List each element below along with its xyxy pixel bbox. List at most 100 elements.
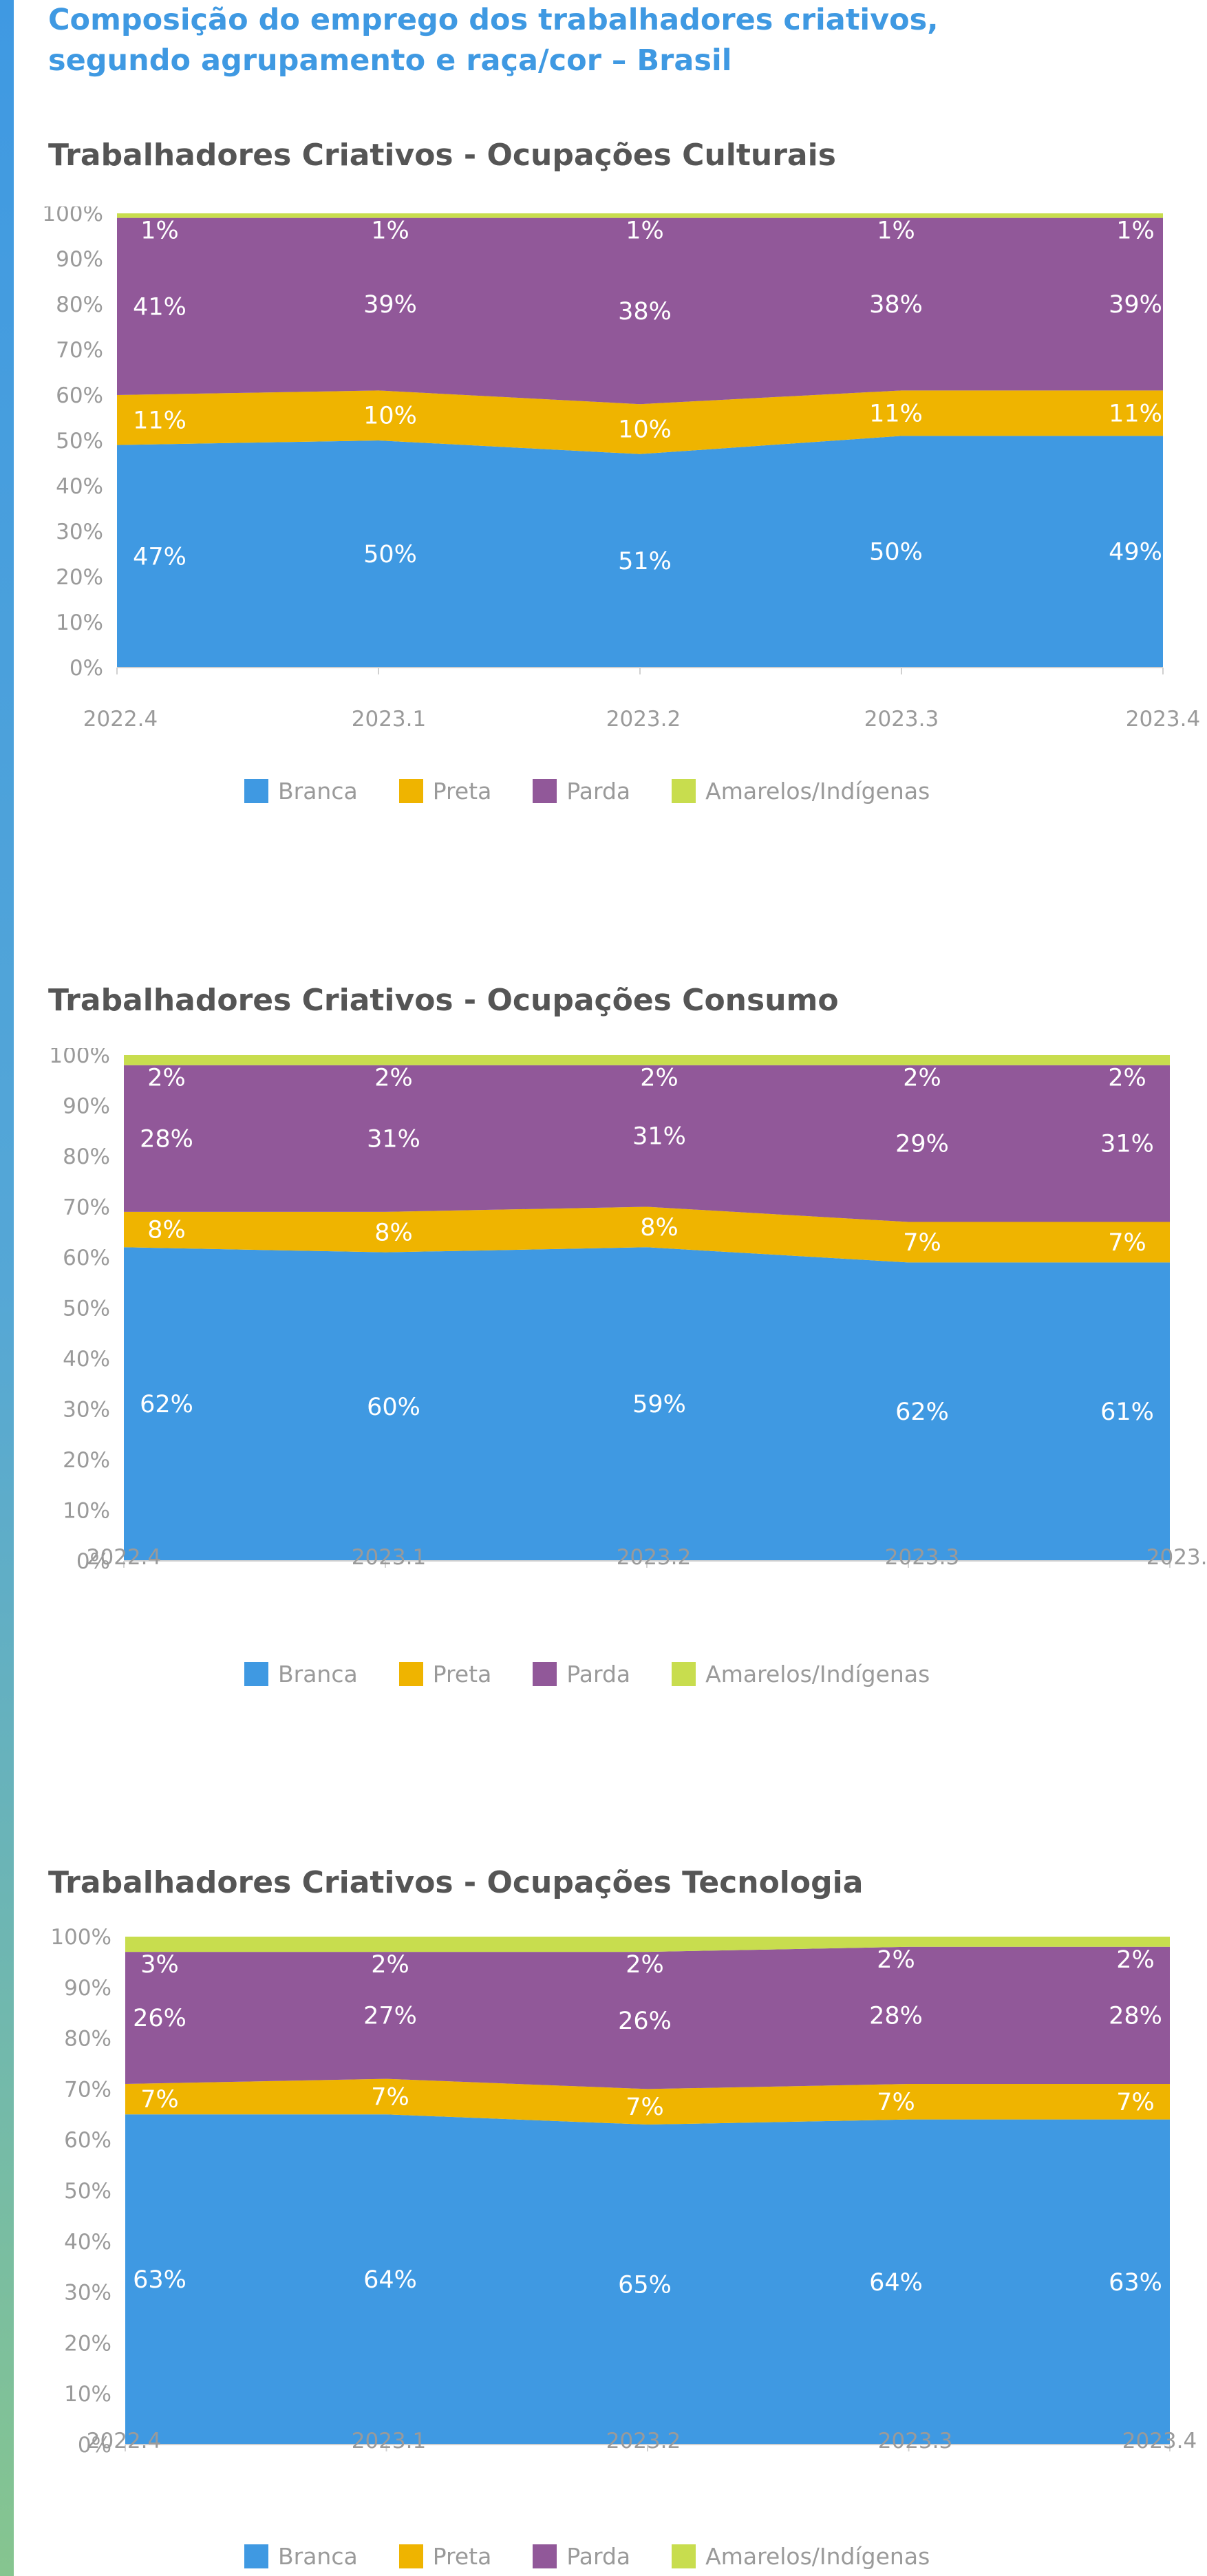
x-tick-label: 2022.4 [87,2429,161,2453]
data-label-preta: 11% [1109,400,1162,427]
y-tick-label: 50% [64,2179,111,2204]
y-tick-label: 70% [64,2077,111,2102]
legend-label-parda: Parda [566,2543,631,2570]
data-label-parda: 39% [363,291,417,319]
data-label-parda: 27% [363,2002,417,2030]
legend-swatch-branca [244,2544,268,2568]
area-amarelos [125,1937,1170,1952]
data-label-parda: 31% [367,1125,420,1153]
x-tick-label: 2023.4 [1146,1545,1207,1570]
x-tick-label: 2023.3 [864,707,939,732]
y-tick-label: 20% [56,565,103,590]
y-tick-label: 0% [70,656,103,681]
data-label-amarelos: 2% [1116,1946,1155,1974]
stacked-area-plot: 0% 10% 20% 30% 40% 50% 60% 70% 80% 90% 100% 2022.4 2… [42,206,1200,732]
data-label-parda: 26% [618,2008,672,2035]
data-label-preta: 7% [1116,2089,1155,2116]
area-branca [125,2114,1170,2445]
data-label-amarelos: 2% [371,1951,409,1979]
chart-title: Trabalhadores Criativos - Ocupações Cons… [48,983,839,1018]
area-preta [117,390,1163,454]
data-label-parda: 28% [1109,2002,1162,2030]
y-tick-label: 10% [63,1499,110,1524]
legend-item-parda: Parda [533,1661,630,1688]
y-tick-label: 50% [63,1297,110,1321]
y-tick-label: 80% [56,292,103,317]
data-label-amarelos: 1% [626,217,664,245]
data-label-branca: 64% [869,2269,923,2297]
data-label-branca: 50% [869,539,923,566]
legend-item-amarelos: Amarelos/Indígenas [672,2543,930,2570]
legend-label-preta: Preta [432,2543,492,2570]
y-tick-label: 90% [64,1976,111,2001]
x-tick-label: 2023.4 [1122,2429,1197,2453]
y-tick-label: 80% [64,2027,111,2052]
y-tick-label: 20% [64,2331,111,2356]
data-label-parda: 28% [140,1125,193,1153]
y-tick-label: 60% [63,1246,110,1270]
chart-tecnologia: Trabalhadores Criativos - Ocupações Tecn… [0,1865,1207,2576]
chart-legend: Branca Preta Parda Amarelos/Indígenas [244,1661,971,1688]
y-tick-label: 100% [50,1928,111,1950]
page-title-line-1: Composição do emprego dos trabalhadores … [48,3,939,37]
legend-label-branca: Branca [278,1661,358,1688]
data-label-parda: 41% [133,293,186,321]
legend-item-amarelos: Amarelos/Indígenas [672,1661,930,1688]
y-tick-label: 90% [63,1094,110,1119]
stacked-area-plot: 0% 10% 20% 30% 40% 50% 60% 70% 80% 90% 100% 2022.4 2… [50,1928,1197,2458]
legend-item-parda: Parda [533,778,630,805]
chart-title: Trabalhadores Criativos - Ocupações Tecn… [48,1865,864,1900]
legend-swatch-preta [398,2544,423,2568]
data-label-branca: 65% [618,2272,672,2299]
y-tick-label: 40% [64,2230,111,2255]
legend-item-parda: Parda [533,2543,630,2570]
data-label-branca: 63% [133,2266,186,2294]
data-label-branca: 60% [367,1394,420,1421]
data-label-branca: 51% [618,548,672,575]
chart-legend: Branca Preta Parda Amarelos/Indígenas [244,778,971,805]
legend-label-preta: Preta [432,1661,492,1688]
page-title-line-2: segundo agrupamento e raça/cor – Brasil [48,43,732,78]
area-parda [124,1065,1170,1222]
y-tick-label: 30% [63,1398,110,1423]
data-label-amarelos: 2% [626,1951,664,1979]
area-parda [125,1946,1170,2089]
area-preta [125,2078,1170,2125]
legend-swatch-parda [533,2544,557,2568]
data-label-amarelos: 2% [374,1065,413,1092]
legend-label-branca: Branca [278,2543,358,2570]
data-label-amarelos: 1% [371,217,409,245]
data-label-preta: 10% [618,416,672,444]
y-tick-label: 40% [63,1347,110,1372]
y-tick-label: 70% [56,338,103,363]
data-label-amarelos: 1% [1116,217,1155,245]
x-tick-label: 2022.4 [83,707,158,732]
legend-item-amarelos: Amarelos/Indígenas [672,778,930,805]
y-tick-label: 50% [56,429,103,454]
legend-item-preta: Preta [398,1661,492,1688]
x-tick-label: 2022.4 [87,1545,161,1570]
y-tick-label: 0% [78,2433,111,2458]
legend-swatch-branca [244,1662,268,1686]
y-tick-label: 60% [64,2128,111,2153]
y-tick-label: 30% [64,2281,111,2306]
y-tick-label: 10% [56,610,103,635]
area-amarelos [117,213,1163,218]
data-label-parda: 38% [869,291,923,319]
legend-swatch-branca [244,779,268,803]
area-amarelos [124,1055,1170,1065]
data-label-amarelos: 2% [147,1065,186,1092]
legend-label-parda: Parda [566,1661,631,1688]
x-tick-label: 2023.3 [885,1545,959,1570]
x-tick-label: 2023.2 [617,1545,691,1570]
y-tick-label: 90% [56,247,103,272]
data-label-parda: 28% [869,2002,923,2030]
data-label-preta: 8% [374,1219,413,1246]
y-tick-label: 40% [56,474,103,499]
stacked-area-plot: 0% 10% 20% 30% 40% 50% 60% 70% 80% 90% 100% 2022.4 2… [49,1048,1207,1574]
x-tick-label: 2023.1 [352,1545,426,1570]
chart-culturais: Trabalhadores Criativos - Ocupações Cult… [0,138,1207,812]
data-label-branca: 64% [363,2266,417,2294]
data-label-preta: 7% [626,2094,664,2121]
legend-swatch-parda [533,779,557,803]
